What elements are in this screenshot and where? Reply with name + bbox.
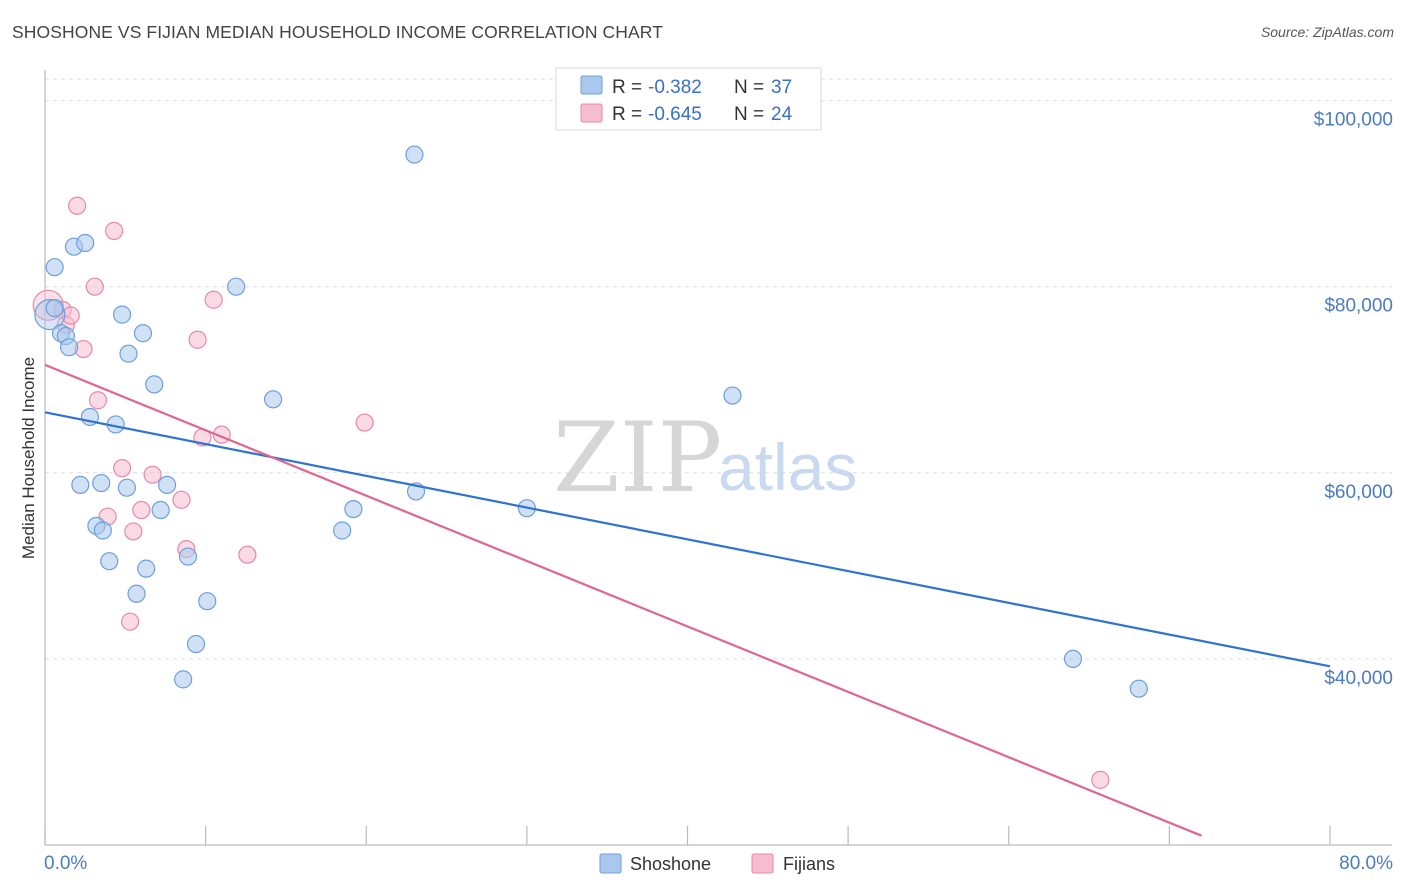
fijian-point-9 xyxy=(104,221,124,240)
shoshone-point-25 xyxy=(178,547,198,566)
grid xyxy=(45,78,1392,660)
shoshone-point-12 xyxy=(93,521,112,540)
shoshone-point-21 xyxy=(145,375,164,394)
fijian-point-21 xyxy=(121,612,140,631)
axes xyxy=(44,70,1392,846)
shoshone-point-31 xyxy=(344,499,363,519)
legend-r-label-2: R = xyxy=(612,104,642,125)
trend-lines xyxy=(44,363,1331,837)
legend-r-value-2: -0.645 xyxy=(648,104,702,125)
shoshone-point-15 xyxy=(112,305,132,324)
watermark-atlas: atlas xyxy=(718,430,857,504)
legend-swatch-shoshone xyxy=(580,75,603,95)
shoshone-point-8 xyxy=(76,233,95,253)
shoshone-point-19 xyxy=(133,324,153,343)
shoshone-point-2 xyxy=(45,299,64,318)
chart-title: SHOSHONE VS FIJIAN MEDIAN HOUSEHOLD INCO… xyxy=(12,22,663,42)
watermark-zip: ZIP xyxy=(553,402,722,514)
fijian-point-6 xyxy=(85,277,104,296)
fijian-point-12 xyxy=(132,500,151,520)
shoshone-point-1 xyxy=(45,258,64,277)
shoshone-point-36 xyxy=(1063,649,1083,669)
fijian-point-23 xyxy=(1091,770,1110,789)
y-tick-labels: $40,000 $60,000 $80,000 $100,000 xyxy=(1314,110,1393,689)
shoshone-point-30 xyxy=(333,521,352,540)
watermark: ZIP atlas xyxy=(553,402,857,514)
shoshone-point-5 xyxy=(59,338,79,357)
legend-r-label-1: R = xyxy=(612,77,642,98)
stats-legend: R = -0.382 N = 37 R = -0.645 N = 24 xyxy=(555,67,822,131)
shoshone-point-24 xyxy=(174,670,193,689)
shoshone-point-23 xyxy=(157,475,177,495)
x-tick-label-min: 0.0% xyxy=(44,853,87,874)
shoshone-point-17 xyxy=(119,344,138,363)
y-tick-label-2: $80,000 xyxy=(1324,296,1393,317)
y-tick-label-0: $40,000 xyxy=(1324,668,1393,689)
fijian-point-3 xyxy=(61,306,80,325)
legend-n-label-2: N = xyxy=(734,104,764,125)
legend-n-value-1: 37 xyxy=(771,77,792,98)
fijian-point-18 xyxy=(204,290,223,309)
shoshone-point-27 xyxy=(198,592,217,611)
shoshone-point-16 xyxy=(117,478,137,497)
fijian-point-16 xyxy=(188,330,207,349)
series-legend: Shoshone Fijians xyxy=(599,853,835,874)
shoshone-point-28 xyxy=(227,277,246,296)
series-legend-label-shoshone: Shoshone xyxy=(630,854,711,874)
legend-swatch-fijians xyxy=(580,103,603,123)
fijian-point-7 xyxy=(88,391,108,410)
y-axis-title: Median Household Income xyxy=(19,357,38,559)
shoshone-point-18 xyxy=(127,584,146,603)
y-tick-label-1: $60,000 xyxy=(1324,482,1393,503)
x-tick-label-max: 80.0% xyxy=(1339,853,1393,874)
legend-n-label-1: N = xyxy=(734,77,764,98)
fijian-point-13 xyxy=(143,465,162,484)
fijian-point-22 xyxy=(355,413,374,432)
shoshone-point-29 xyxy=(263,390,283,409)
series-legend-swatch-fijians xyxy=(751,853,774,874)
shoshone-point-13 xyxy=(100,552,119,571)
fijian-point-5 xyxy=(68,196,87,215)
y-tick-label-3: $100,000 xyxy=(1314,110,1393,131)
shoshone-point-35 xyxy=(723,386,742,405)
shoshone-point-11 xyxy=(92,473,111,493)
fijian-point-10 xyxy=(112,459,132,478)
shoshone-point-22 xyxy=(151,500,170,520)
series-legend-label-fijians: Fijians xyxy=(783,854,835,874)
shoshone-point-37 xyxy=(1129,679,1148,698)
legend-r-value-1: -0.382 xyxy=(648,77,702,98)
shoshone-trend-line xyxy=(44,411,1331,668)
shoshone-point-32 xyxy=(405,145,424,164)
fijian-trend-line xyxy=(44,363,1202,837)
legend-n-value-2: 24 xyxy=(771,104,793,125)
shoshone-point-26 xyxy=(186,634,206,654)
fijian-point-14 xyxy=(172,490,191,509)
x-ticks xyxy=(44,826,1331,845)
fijian-point-20 xyxy=(238,545,257,564)
fijian-point-11 xyxy=(124,522,143,541)
source-label: Source: ZipAtlas.com xyxy=(1260,24,1394,40)
series-legend-swatch-shoshone xyxy=(599,853,622,874)
shoshone-point-7 xyxy=(71,475,90,495)
shoshone-point-20 xyxy=(137,559,156,578)
